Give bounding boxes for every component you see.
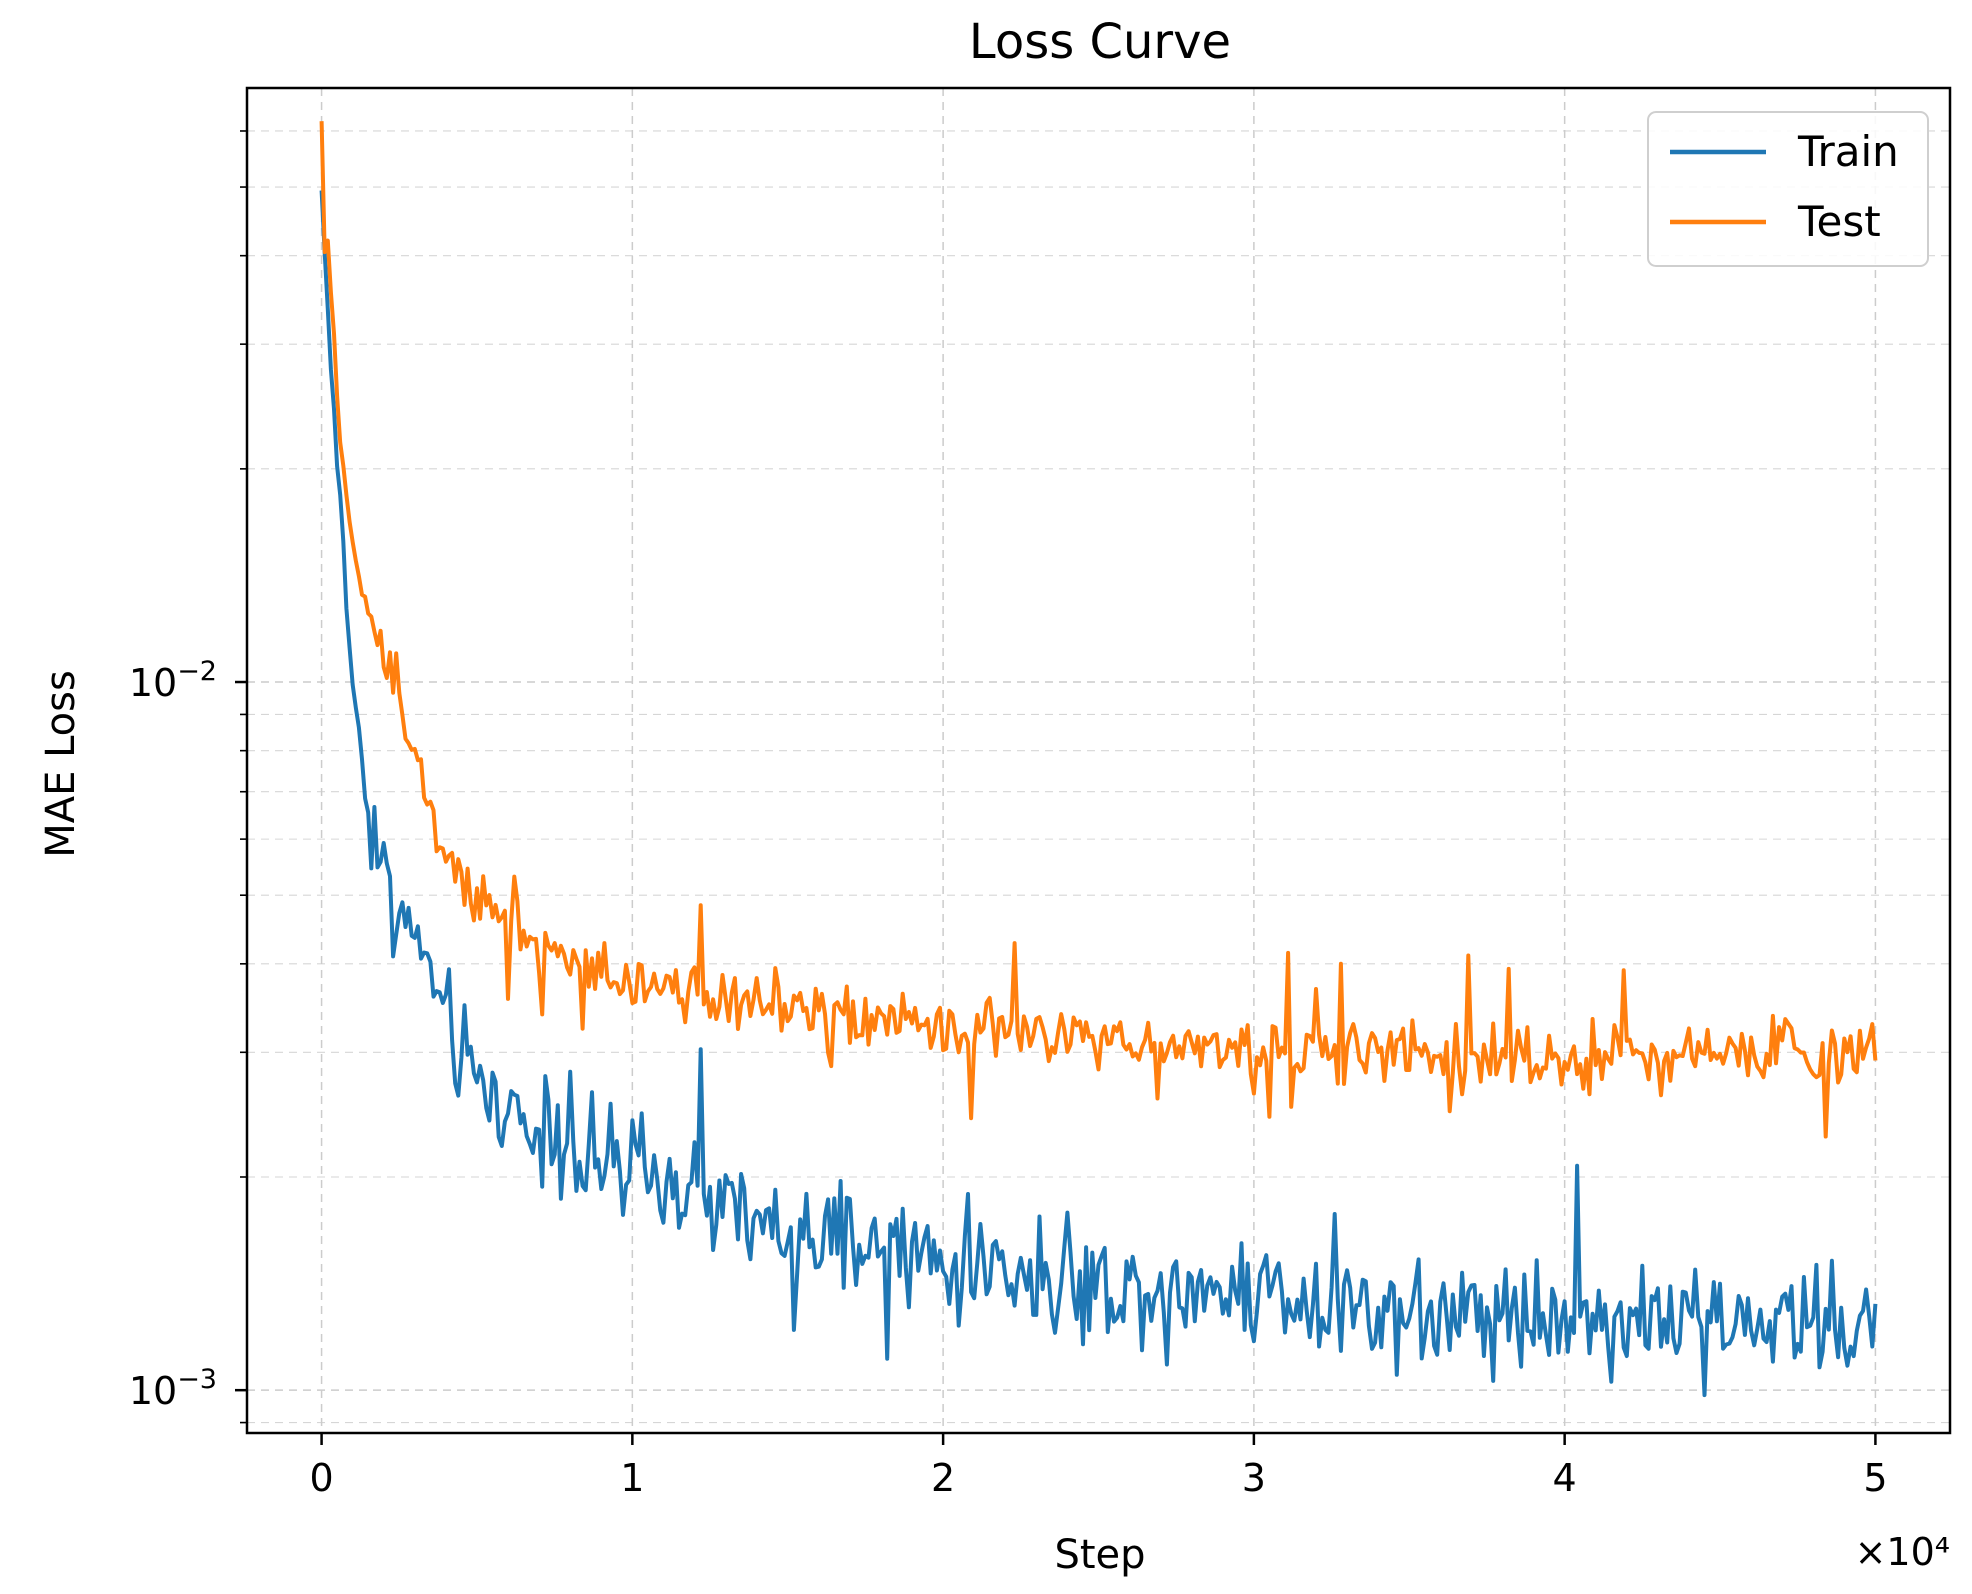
x-tick-label: 3 [1242, 1456, 1266, 1500]
chart-title: Loss Curve [969, 14, 1231, 70]
x-tick-label: 1 [620, 1456, 644, 1500]
legend: Train Test [1647, 111, 1929, 267]
legend-label-test: Test [1797, 197, 1881, 246]
y-tick-label: 10−3 [129, 1364, 217, 1413]
x-tick-label: 4 [1553, 1456, 1577, 1500]
x-tick-label: 5 [1863, 1456, 1887, 1500]
legend-label-train: Train [1797, 127, 1899, 176]
series-layer [319, 121, 1878, 1398]
grid [247, 88, 1950, 1433]
plot-frame [245, 86, 1952, 1435]
x-axis-label: Step [1054, 1532, 1145, 1578]
y-axis-label: MAE Loss [38, 670, 84, 858]
x-axis-multiplier: ×10⁴ [1855, 1530, 1950, 1574]
x-tick-label: 2 [931, 1456, 955, 1500]
y-tick-label: 10−2 [129, 656, 217, 705]
axis-ticks: 0 1 2 3 4 5 10−3 10−2 [129, 130, 1888, 1500]
series-line-train [319, 190, 1878, 1398]
series-line-test [319, 121, 1878, 1139]
x-tick-label: 0 [309, 1456, 333, 1500]
